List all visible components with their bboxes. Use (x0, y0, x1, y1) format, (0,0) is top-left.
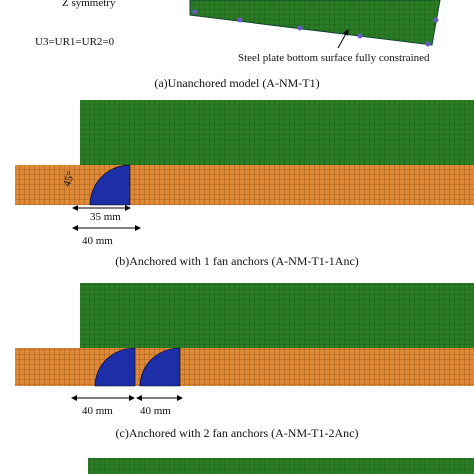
constraint-markers (192, 9, 439, 47)
mesh (15, 165, 474, 205)
fan-anchor (94, 347, 136, 387)
caption: (c)Anchored with 2 fan anchors (A-NM-T1-… (116, 426, 359, 440)
mesh (80, 283, 474, 348)
annotation: 45° (61, 170, 78, 189)
annotation: U3=UR1=UR2=0 (35, 36, 115, 48)
caption: (a)Unanchored model (A-NM-T1) (154, 76, 319, 90)
mesh (15, 348, 474, 386)
annotation: 40 mm (82, 405, 113, 417)
panel-c: 40 mm 40 mm (c)Anchored with 2 fan ancho… (15, 283, 474, 440)
annotation: Steel plate bottom surface fully constra… (238, 52, 430, 64)
annotation: 40 mm (82, 235, 113, 247)
arrow (337, 29, 349, 49)
fan-anchor (139, 347, 181, 387)
mesh (88, 458, 474, 474)
panel-a: Z symmetry U3=UR1=UR2=0 Steel plate bott… (35, 0, 441, 90)
annotation: 40 mm (140, 405, 171, 417)
mesh (189, 0, 441, 46)
annotation: Z symmetry (62, 0, 116, 9)
mesh (80, 100, 474, 165)
annotation: 35 mm (90, 211, 121, 223)
panel-b: 45° 35 mm 40 mm (b)Anchored with 1 fan a… (15, 100, 474, 268)
fan-anchor (89, 164, 131, 206)
caption: (b)Anchored with 1 fan anchors (A-NM-T1-… (115, 254, 359, 268)
